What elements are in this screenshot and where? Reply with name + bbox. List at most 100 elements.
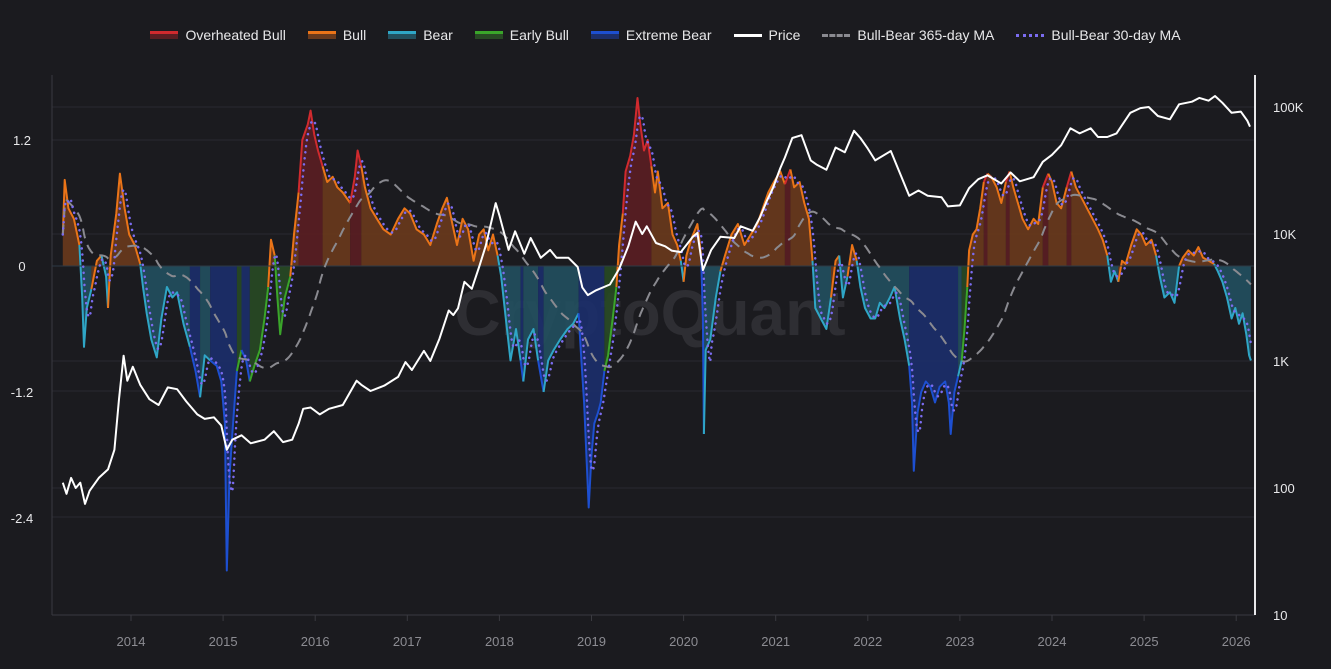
right-tick-label: 100: [1273, 481, 1295, 496]
legend-item-ma30[interactable]: Bull-Bear 30-day MA: [1016, 27, 1181, 43]
indicator-area-b: [812, 260, 831, 329]
left-tick-label: -1.2: [11, 385, 33, 400]
indicator-area-g: [249, 266, 269, 382]
indicator-line-o: [321, 166, 352, 204]
indicator-area-b: [958, 266, 962, 377]
indicator-area-x: [538, 266, 544, 392]
legend-label: Bull-Bear 365-day MA: [857, 27, 995, 43]
indicator-area-b: [703, 266, 721, 434]
indicator-line-b: [542, 312, 580, 393]
indicator-line-o: [1008, 171, 1044, 231]
right-tick-label: 10: [1273, 608, 1287, 623]
x-tick-label: 2024: [1038, 634, 1067, 649]
legend-swatch: [733, 33, 762, 37]
indicator-line-o: [650, 166, 682, 262]
indicator-area-r: [983, 173, 988, 266]
indicator-line-o: [61, 178, 81, 246]
left-tick-label: 1.2: [13, 133, 31, 148]
legend-item-b[interactable]: Bear: [388, 27, 453, 43]
indicator-area-b: [1156, 255, 1180, 303]
indicator-area-b: [200, 266, 211, 398]
right-tick-label: 100K: [1273, 100, 1304, 115]
legend-item-x[interactable]: Extreme Bear: [590, 27, 712, 43]
legend-label: Early Bull: [509, 27, 569, 43]
legend-item-g[interactable]: Early Bull: [474, 27, 569, 43]
ma365-line: [61, 179, 1252, 370]
legend-swatch: [474, 31, 503, 39]
x-tick-label: 2014: [117, 634, 146, 649]
indicator-line-g: [960, 286, 969, 361]
indicator-line-b: [702, 271, 722, 435]
indicator-area-o: [361, 166, 498, 266]
legend-swatch: [1016, 33, 1045, 37]
indicator-area-o: [790, 169, 813, 266]
indicator-area-o: [987, 173, 1006, 266]
indicator-line-x: [908, 365, 960, 472]
legend-label: Overheated Bull: [185, 27, 286, 43]
x-tick-label: 2023: [945, 634, 974, 649]
x-tick-label: 2018: [485, 634, 514, 649]
legend-item-r[interactable]: Overheated Bull: [150, 27, 286, 43]
indicator-area-x: [909, 266, 959, 471]
indicator-line-x: [240, 349, 251, 382]
indicator-line-o: [966, 181, 985, 288]
legend-swatch: [307, 31, 336, 39]
indicator-line-r: [1065, 171, 1073, 188]
x-tick-label: 2017: [393, 634, 422, 649]
right-tick-label: 10K: [1273, 227, 1296, 242]
x-tick-label: 2026: [1222, 634, 1251, 649]
indicator-line-o: [90, 254, 103, 290]
indicator-line-r: [621, 97, 653, 214]
indicator-area-x: [241, 266, 250, 382]
indicator-area-r: [350, 150, 362, 266]
indicator-line-b: [957, 360, 963, 377]
indicator-line-o: [1117, 228, 1158, 282]
ma30-line: [61, 114, 1253, 496]
indicator-area-r: [784, 169, 791, 266]
indicator-line-b: [139, 263, 191, 359]
indicator-area-o: [108, 173, 141, 308]
indicator-area-b: [543, 266, 579, 392]
legend-item-ma365[interactable]: Bull-Bear 365-day MA: [822, 27, 994, 43]
left-tick-label: -2.4: [11, 511, 33, 526]
indicator-area-r: [1005, 171, 1010, 266]
indicator-line-o: [289, 192, 300, 277]
indicator-line-b: [855, 260, 911, 366]
indicator-area-b: [523, 266, 539, 382]
legend-item-o[interactable]: Bull: [307, 27, 367, 43]
indicator-area-b: [1214, 263, 1251, 361]
indicator-line-b: [100, 255, 109, 309]
legend-label: Extreme Bear: [625, 27, 712, 43]
indicator-area-x: [210, 266, 237, 571]
indicator-area-r: [622, 98, 652, 266]
indicator-line-o: [789, 169, 814, 261]
indicator-line-r: [783, 169, 792, 185]
legend: Overheated Bull Bull Bear Early Bull Extreme…: [0, 27, 1331, 43]
legend-swatch: [388, 31, 417, 39]
indicator-area-r: [298, 110, 323, 266]
indicator-area-o: [967, 182, 984, 287]
indicator-area-o: [62, 179, 80, 266]
indicator-line-r: [297, 109, 324, 193]
indicator-line-o: [1070, 171, 1109, 256]
indicator-line-x: [700, 255, 705, 435]
indicator-area-o: [91, 255, 102, 290]
indicator-area-b: [856, 260, 910, 366]
x-tick-label: 2025: [1130, 634, 1159, 649]
indicator-line-x: [188, 346, 202, 398]
indicator-area-o: [651, 166, 681, 266]
legend-label: Bull: [342, 27, 367, 43]
indicator-line-b: [78, 244, 93, 348]
x-tick-label: 2021: [761, 634, 790, 649]
left-tick-label: 0: [18, 259, 25, 274]
x-tick-label: 2022: [853, 634, 882, 649]
legend-swatch: [822, 33, 851, 37]
legend-item-price[interactable]: Price: [733, 27, 800, 43]
legend-swatch: [590, 31, 619, 39]
indicator-line-r: [349, 149, 363, 204]
indicator-line-r: [1041, 173, 1050, 188]
indicator-line-g: [273, 255, 292, 336]
indicator-area-g: [604, 266, 617, 371]
legend-label: Bull-Bear 30-day MA: [1051, 27, 1181, 43]
indicator-area-o: [1118, 229, 1157, 282]
